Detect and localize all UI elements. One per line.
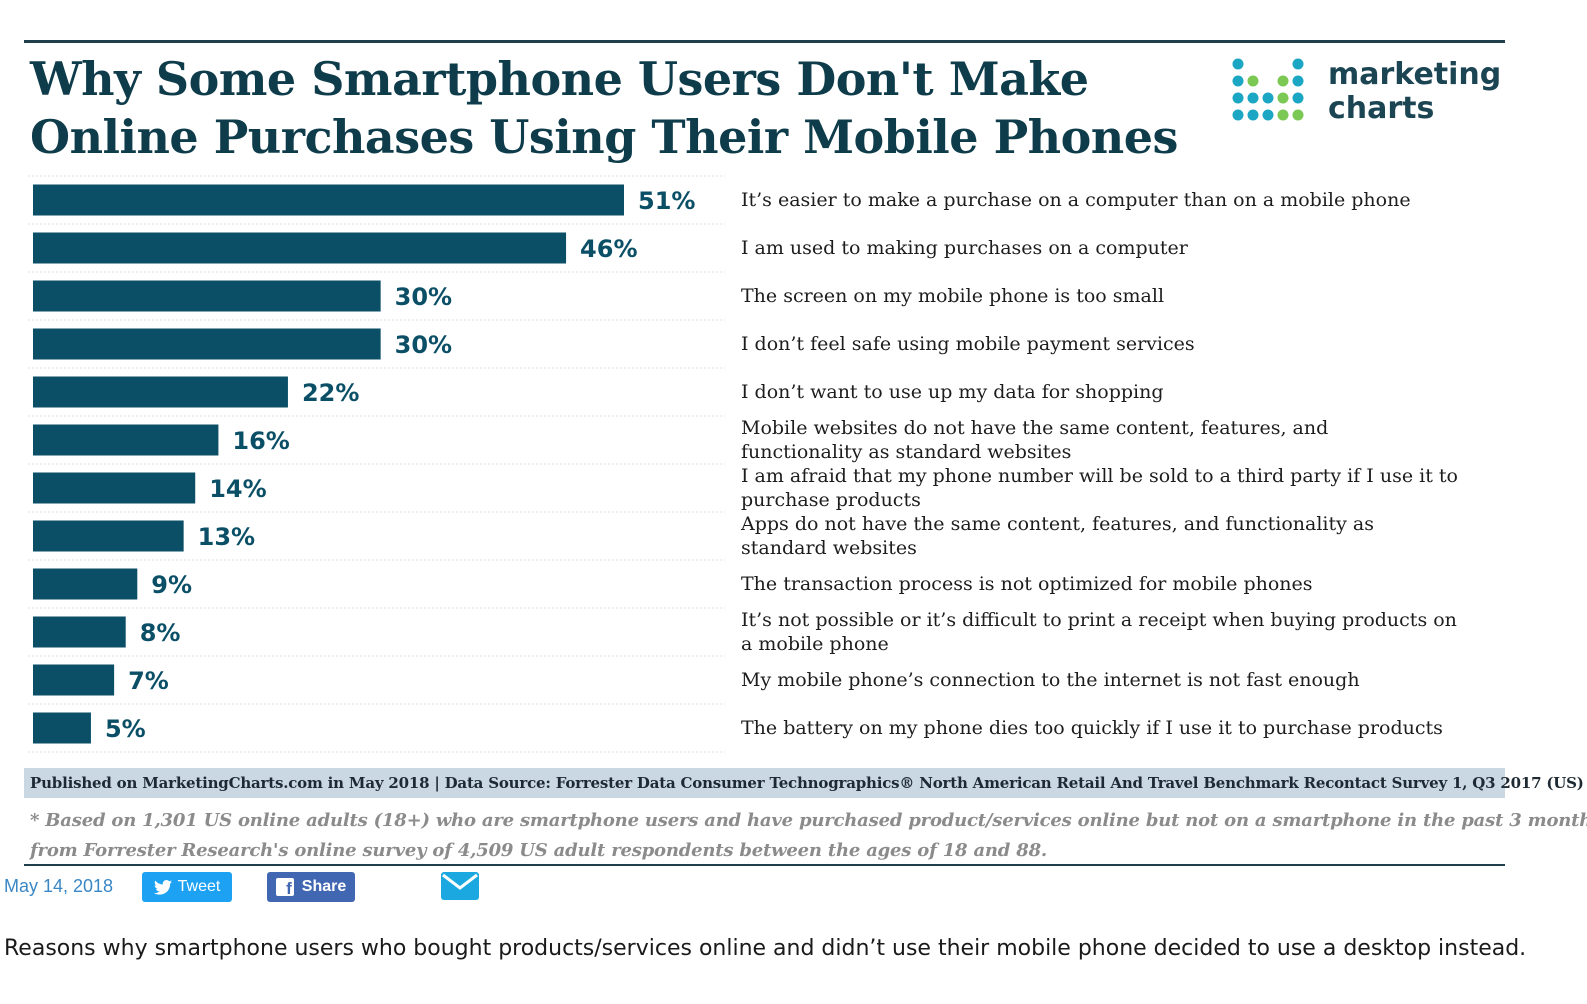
value-label: 30% [395, 283, 452, 311]
logo-dot [1232, 92, 1244, 104]
facebook-icon [275, 878, 294, 899]
category-label: a mobile phone [741, 633, 889, 655]
logo-dot [1292, 75, 1304, 87]
category-label: functionality as standard websites [741, 441, 1071, 463]
category-label: The battery on my phone dies too quickly… [741, 717, 1443, 739]
tweet-button[interactable]: Tweet [142, 872, 232, 902]
value-label: 7% [128, 667, 169, 695]
bar [33, 664, 115, 696]
bar [33, 376, 288, 408]
logo-dot [1232, 109, 1244, 121]
value-label: 16% [232, 427, 289, 455]
bar [33, 712, 91, 744]
tweet-button-label: Tweet [177, 878, 221, 895]
methodology-note: * Based on 1,301 US online adults (18+) … [30, 806, 1587, 866]
twitter-bird-icon [153, 879, 172, 895]
share-button-label: Share [301, 878, 347, 895]
logo-dot [1277, 92, 1289, 104]
bar-chart: 51% It’s easier to make a purchase on a c… [28, 175, 1458, 753]
value-label: 14% [209, 475, 266, 503]
methodology-note-line-1: * Based on 1,301 US online adults (18+) … [30, 810, 1587, 831]
category-label: It’s not possible or it’s difficult to p… [741, 609, 1457, 631]
logo-dot [1247, 92, 1259, 104]
bar [33, 424, 219, 456]
top-rule [24, 40, 1505, 43]
source-credit-text: Published on MarketingCharts.com in May … [30, 774, 1584, 792]
logo-dot [1247, 75, 1259, 87]
logo-dots-icon [1232, 58, 1304, 121]
facebook-share-button[interactable]: Share [267, 872, 355, 902]
bar [33, 328, 381, 360]
logo-dot [1292, 109, 1304, 121]
category-label: Apps do not have the same content, featu… [740, 513, 1374, 535]
logo-dot [1292, 58, 1304, 70]
bar [33, 472, 196, 504]
logo-dot [1262, 92, 1274, 104]
logo-dot [1262, 109, 1274, 121]
logo-text: marketing charts [1328, 58, 1501, 126]
category-label: purchase products [741, 489, 921, 511]
bar [33, 280, 381, 312]
category-label: I am used to making purchases on a compu… [741, 237, 1189, 259]
methodology-note-line-2: from Forrester Research's online survey … [30, 840, 1047, 861]
logo-dot [1247, 109, 1259, 121]
chart-title-line-1: Why Some Smartphone Users Don't Make [30, 52, 1089, 106]
source-credit-bar: Published on MarketingCharts.com in May … [24, 768, 1584, 798]
logo-text-line-1: marketing [1328, 57, 1502, 92]
envelope-icon[interactable] [440, 871, 480, 901]
marketingcharts-logo[interactable]: marketing charts [1232, 58, 1502, 130]
logo-dot [1277, 109, 1289, 121]
value-label: 22% [302, 379, 359, 407]
bottom-rule [24, 864, 1505, 866]
value-label: 51% [638, 187, 695, 215]
logo-dot [1232, 75, 1244, 87]
chart-title: Why Some Smartphone Users Don't Make Onl… [30, 50, 1178, 166]
value-label: 30% [395, 331, 452, 359]
logo-dot [1232, 58, 1244, 70]
value-label: 9% [151, 571, 192, 599]
bar [33, 232, 567, 264]
value-label: 13% [198, 523, 255, 551]
bar [33, 184, 624, 216]
value-label: 5% [105, 715, 146, 743]
logo-dot [1292, 92, 1304, 104]
logo-dot [1277, 75, 1289, 87]
category-label: I don’t want to use up my data for shopp… [741, 381, 1164, 403]
publish-date: May 14, 2018 [4, 876, 114, 896]
category-label: The screen on my mobile phone is too sma… [741, 285, 1164, 307]
value-label: 46% [580, 235, 637, 263]
bar [33, 568, 138, 600]
category-label: It’s easier to make a purchase on a comp… [741, 189, 1411, 211]
article-caption: Reasons why smartphone users who bought … [4, 936, 1527, 961]
category-label: The transaction process is not optimized… [741, 573, 1313, 595]
category-label: My mobile phone’s connection to the inte… [741, 669, 1360, 691]
value-label: 8% [140, 619, 181, 647]
bar [33, 520, 184, 552]
category-label: Mobile websites do not have the same con… [741, 417, 1328, 439]
logo-text-line-2: charts [1328, 91, 1435, 126]
category-label: I am afraid that my phone number will be… [741, 465, 1458, 487]
category-label: I don’t feel safe using mobile payment s… [741, 333, 1195, 355]
chart-title-line-2: Online Purchases Using Their Mobile Phon… [30, 110, 1178, 164]
category-label: standard websites [741, 537, 917, 559]
bar [33, 616, 126, 648]
